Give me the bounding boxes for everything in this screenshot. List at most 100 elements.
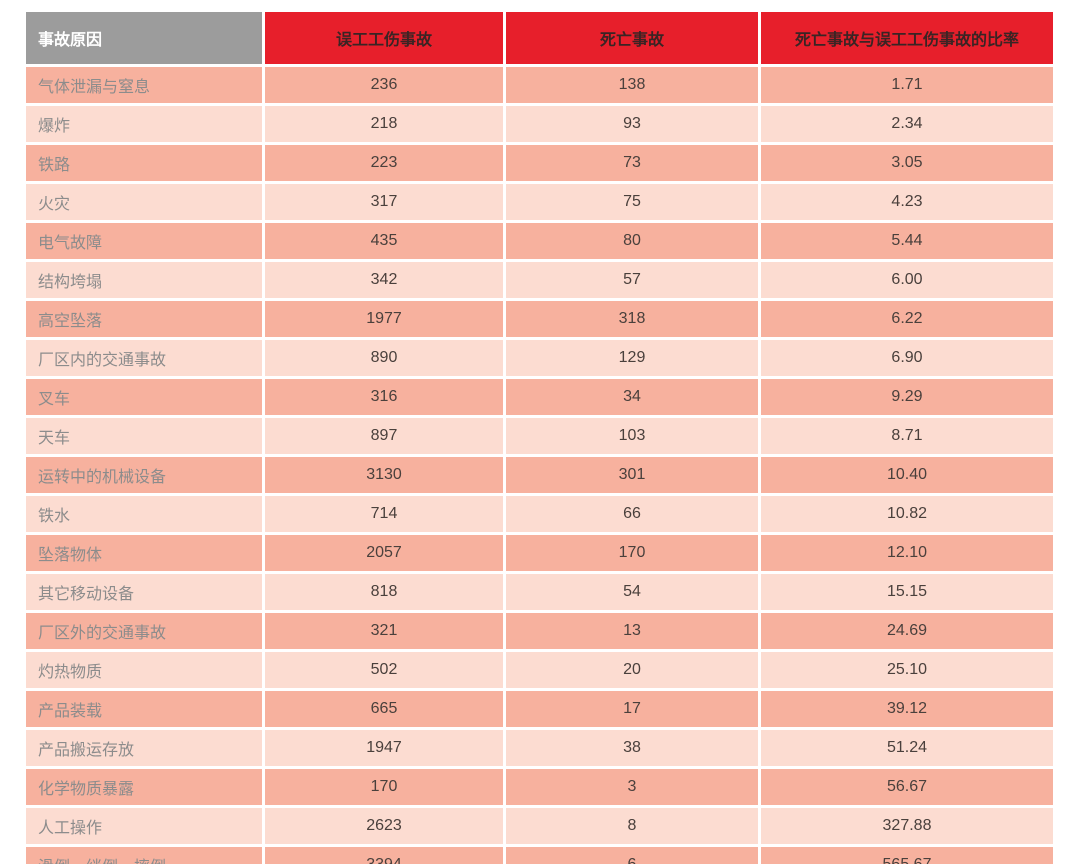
ratio-cell: 327.88	[761, 808, 1053, 844]
cause-cell: 电气故障	[26, 223, 262, 259]
ratio-cell: 4.23	[761, 184, 1053, 220]
injuries-cell: 3130	[265, 457, 503, 493]
deaths-cell: 54	[506, 574, 758, 610]
deaths-cell: 301	[506, 457, 758, 493]
deaths-cell: 8	[506, 808, 758, 844]
table-row: 滑倒、绊倒、摔倒33946565.67	[26, 847, 1053, 864]
table-row: 运转中的机械设备 3130 301 10.40	[26, 457, 1053, 493]
deaths-cell: 80	[506, 223, 758, 259]
cause-cell: 铁水	[26, 496, 262, 532]
deaths-cell: 103	[506, 418, 758, 454]
injuries-cell: 435	[265, 223, 503, 259]
deaths-cell: 20	[506, 652, 758, 688]
injuries-cell: 818	[265, 574, 503, 610]
table-row: 天车 897 103 8.71	[26, 418, 1053, 454]
header-row: 事故原因 误工工伤事故 死亡事故 死亡事故与误工工伤事故的比率	[26, 12, 1053, 64]
cause-cell: 坠落物体	[26, 535, 262, 571]
table-row: 厂区外的交通事故 321 13 24.69	[26, 613, 1053, 649]
injuries-cell: 890	[265, 340, 503, 376]
deaths-cell: 6	[506, 847, 758, 864]
table-row: 气体泄漏与窒息 236 138 1.71	[26, 67, 1053, 103]
injuries-cell: 223	[265, 145, 503, 181]
ratio-cell: 39.12	[761, 691, 1053, 727]
injuries-cell: 1947	[265, 730, 503, 766]
column-header-ratio: 死亡事故与误工工伤事故的比率	[761, 12, 1053, 64]
cause-cell: 厂区内的交通事故	[26, 340, 262, 376]
table-row: 厂区内的交通事故 890 129 6.90	[26, 340, 1053, 376]
column-header-injuries: 误工工伤事故	[265, 12, 503, 64]
deaths-cell: 38	[506, 730, 758, 766]
ratio-cell: 9.29	[761, 379, 1053, 415]
deaths-cell: 3	[506, 769, 758, 805]
ratio-cell: 10.82	[761, 496, 1053, 532]
injuries-cell: 342	[265, 262, 503, 298]
cause-cell: 人工操作	[26, 808, 262, 844]
ratio-cell: 25.10	[761, 652, 1053, 688]
cause-cell: 滑倒、绊倒、摔倒	[26, 847, 262, 864]
injuries-cell: 218	[265, 106, 503, 142]
injuries-cell: 236	[265, 67, 503, 103]
table-row: 化学物质暴露 170 3 56.67	[26, 769, 1053, 805]
ratio-cell: 24.69	[761, 613, 1053, 649]
table-row: 火灾 317 75 4.23	[26, 184, 1053, 220]
cause-cell: 爆炸	[26, 106, 262, 142]
column-header-cause: 事故原因	[26, 12, 262, 64]
cause-cell: 化学物质暴露	[26, 769, 262, 805]
table-row: 产品搬运存放 1947 38 51.24	[26, 730, 1053, 766]
injuries-cell: 897	[265, 418, 503, 454]
injuries-cell: 2623	[265, 808, 503, 844]
injuries-cell: 316	[265, 379, 503, 415]
deaths-cell: 34	[506, 379, 758, 415]
table-row: 铁水 714 66 10.82	[26, 496, 1053, 532]
deaths-cell: 318	[506, 301, 758, 337]
cause-cell: 灼热物质	[26, 652, 262, 688]
deaths-cell: 138	[506, 67, 758, 103]
deaths-cell: 13	[506, 613, 758, 649]
injuries-cell: 170	[265, 769, 503, 805]
injuries-cell: 665	[265, 691, 503, 727]
table-row: 结构垮塌 342 57 6.00	[26, 262, 1053, 298]
injuries-cell: 321	[265, 613, 503, 649]
table-row: 人工操作 2623 8 327.88	[26, 808, 1053, 844]
table-row: 铁路 223 73 3.05	[26, 145, 1053, 181]
cause-cell: 叉车	[26, 379, 262, 415]
deaths-cell: 17	[506, 691, 758, 727]
cause-cell: 产品搬运存放	[26, 730, 262, 766]
injuries-cell: 2057	[265, 535, 503, 571]
cause-cell: 气体泄漏与窒息	[26, 67, 262, 103]
cause-cell: 火灾	[26, 184, 262, 220]
injuries-cell: 3394	[265, 847, 503, 864]
ratio-cell: 3.05	[761, 145, 1053, 181]
injuries-cell: 1977	[265, 301, 503, 337]
deaths-cell: 57	[506, 262, 758, 298]
ratio-cell: 8.71	[761, 418, 1053, 454]
ratio-cell: 15.15	[761, 574, 1053, 610]
table-row: 坠落物体 2057 170 12.10	[26, 535, 1053, 571]
column-header-deaths: 死亡事故	[506, 12, 758, 64]
table-row: 其它移动设备 818 54 15.15	[26, 574, 1053, 610]
accident-statistics-table: 事故原因 误工工伤事故 死亡事故 死亡事故与误工工伤事故的比率 气体泄漏与窒息 2…	[23, 9, 1056, 864]
deaths-cell: 170	[506, 535, 758, 571]
cause-cell: 高空坠落	[26, 301, 262, 337]
table-row: 电气故障 435 80 5.44	[26, 223, 1053, 259]
table-row: 高空坠落 1977 318 6.22	[26, 301, 1053, 337]
cause-cell: 其它移动设备	[26, 574, 262, 610]
deaths-cell: 66	[506, 496, 758, 532]
ratio-cell: 2.34	[761, 106, 1053, 142]
ratio-cell: 6.00	[761, 262, 1053, 298]
cause-cell: 结构垮塌	[26, 262, 262, 298]
table-row: 灼热物质 502 20 25.10	[26, 652, 1053, 688]
ratio-cell: 12.10	[761, 535, 1053, 571]
table-row: 叉车 316 34 9.29	[26, 379, 1053, 415]
ratio-cell: 6.22	[761, 301, 1053, 337]
deaths-cell: 129	[506, 340, 758, 376]
deaths-cell: 75	[506, 184, 758, 220]
cause-cell: 运转中的机械设备	[26, 457, 262, 493]
injuries-cell: 317	[265, 184, 503, 220]
ratio-cell: 51.24	[761, 730, 1053, 766]
deaths-cell: 93	[506, 106, 758, 142]
cause-cell: 天车	[26, 418, 262, 454]
ratio-cell: 5.44	[761, 223, 1053, 259]
deaths-cell: 73	[506, 145, 758, 181]
